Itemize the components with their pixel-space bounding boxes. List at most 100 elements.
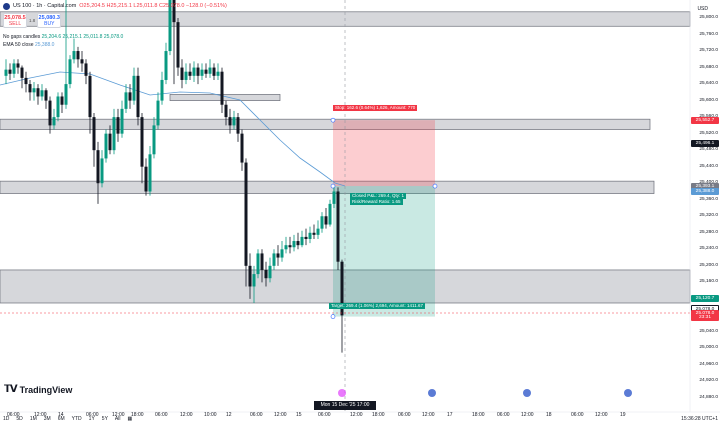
flag-us-icon-3[interactable] <box>624 389 632 397</box>
candle[interactable] <box>40 84 44 101</box>
zone-rect[interactable] <box>0 118 651 130</box>
candle[interactable] <box>88 71 92 134</box>
candle[interactable] <box>48 96 52 134</box>
candle[interactable] <box>244 158 248 287</box>
candle[interactable] <box>328 199 332 227</box>
candle[interactable] <box>224 100 228 126</box>
candle[interactable] <box>200 63 204 80</box>
sell-button[interactable]: 25,078.5 SELL <box>3 13 27 28</box>
candle[interactable] <box>168 0 172 56</box>
candle[interactable] <box>208 59 212 78</box>
zone-rect[interactable] <box>0 269 691 304</box>
position-handle[interactable] <box>330 117 336 123</box>
candle[interactable] <box>220 67 224 113</box>
range-button-ytd[interactable]: YTD <box>71 416 82 422</box>
candle[interactable] <box>228 108 232 134</box>
candle[interactable] <box>60 92 64 113</box>
candle[interactable] <box>236 113 240 142</box>
candle[interactable] <box>4 59 8 85</box>
range-button-1y[interactable]: 1Y <box>88 416 95 422</box>
candle[interactable] <box>280 241 284 262</box>
symbol-name[interactable]: US 100 · 1h · Capital.com <box>13 3 77 9</box>
candle[interactable] <box>8 63 12 80</box>
price-axis[interactable]: 25,800.0 25,760.0 25,720.0 25,680.0 25,640.0… <box>690 0 720 427</box>
range-button-1d[interactable]: 1D <box>3 416 10 422</box>
candle[interactable] <box>124 84 128 113</box>
candle[interactable] <box>188 63 192 80</box>
range-button-3m[interactable]: 3M <box>43 416 51 422</box>
candle[interactable] <box>176 18 180 76</box>
candle[interactable] <box>248 253 252 299</box>
range-button-5d[interactable]: 5D <box>16 416 23 422</box>
candle[interactable] <box>56 92 60 122</box>
candle[interactable] <box>160 71 164 105</box>
flag-us-icon-1[interactable] <box>428 389 436 397</box>
candle[interactable] <box>64 0 68 109</box>
candle[interactable] <box>112 108 116 155</box>
candle[interactable] <box>68 55 72 89</box>
calendar-icon[interactable]: ▦ <box>127 416 133 422</box>
time-axis[interactable]: 06:00 12:00 14 06:00 12:00 18:00 06:00 12:00 10:… <box>0 412 690 420</box>
candle[interactable] <box>296 232 300 250</box>
flag-us-icon-2[interactable] <box>523 389 531 397</box>
candle[interactable] <box>288 236 292 254</box>
candle[interactable] <box>44 88 48 109</box>
zone-rect[interactable] <box>169 94 281 101</box>
candle[interactable] <box>216 63 220 80</box>
candle[interactable] <box>84 59 88 85</box>
candle[interactable] <box>272 249 276 270</box>
candle[interactable] <box>52 108 56 130</box>
zone-rect[interactable] <box>0 180 655 194</box>
ema-label[interactable]: EMA 50 close <box>3 42 34 48</box>
currency-label[interactable]: USD <box>697 6 708 12</box>
candle[interactable] <box>180 59 184 89</box>
range-button-5y[interactable]: 5Y <box>101 416 108 422</box>
candle[interactable] <box>324 208 328 229</box>
candle[interactable] <box>136 67 140 126</box>
candle[interactable] <box>256 249 260 279</box>
range-button-6m[interactable]: 6M <box>57 416 65 422</box>
candle[interactable] <box>300 230 304 248</box>
candle[interactable] <box>320 212 324 233</box>
position-handle[interactable] <box>330 314 336 319</box>
rr-label[interactable]: Risk/Reward Ratio: 1.65 <box>350 199 403 205</box>
candle[interactable] <box>196 63 200 85</box>
candle[interactable] <box>128 84 132 109</box>
candle[interactable] <box>268 257 272 283</box>
candle[interactable] <box>108 125 112 155</box>
stop-label[interactable]: Stop: 162.6 (0.64%) 1,626, Amount: 770 <box>333 105 418 111</box>
buy-button[interactable]: 25,080.3 BUY <box>37 13 62 28</box>
candle[interactable] <box>120 100 124 138</box>
candle[interactable] <box>212 63 216 80</box>
candle[interactable] <box>308 226 312 244</box>
candle[interactable] <box>304 228 308 246</box>
candle[interactable] <box>12 59 16 78</box>
candle[interactable] <box>116 108 120 142</box>
candle[interactable] <box>28 79 32 101</box>
candle[interactable] <box>100 150 104 188</box>
candle[interactable] <box>164 42 168 85</box>
candle[interactable] <box>104 129 108 163</box>
candle[interactable] <box>184 63 188 85</box>
candle[interactable] <box>16 59 20 74</box>
target-zone[interactable] <box>333 186 435 317</box>
candle[interactable] <box>36 84 40 105</box>
candle[interactable] <box>312 224 316 239</box>
candle[interactable] <box>204 63 208 78</box>
position-handle[interactable] <box>330 183 336 189</box>
target-label[interactable]: Target: 269.4 (1.06%) 2,694, Amount: 141… <box>329 303 425 309</box>
candle[interactable] <box>148 146 152 196</box>
candle[interactable] <box>240 129 244 171</box>
candle[interactable] <box>140 113 144 184</box>
closed-pnl-label[interactable]: Closed P&L: 269.4, Qty: 1 <box>350 193 407 199</box>
candle[interactable] <box>20 65 24 89</box>
timezone-clock[interactable]: 15:36:28 UTC+1 <box>681 416 718 422</box>
position-handle[interactable] <box>432 183 438 189</box>
candle[interactable] <box>284 236 288 254</box>
candle[interactable] <box>96 141 100 204</box>
candle[interactable] <box>336 187 340 270</box>
candle[interactable] <box>316 220 320 239</box>
candle[interactable] <box>132 67 136 105</box>
candle[interactable] <box>276 245 280 266</box>
